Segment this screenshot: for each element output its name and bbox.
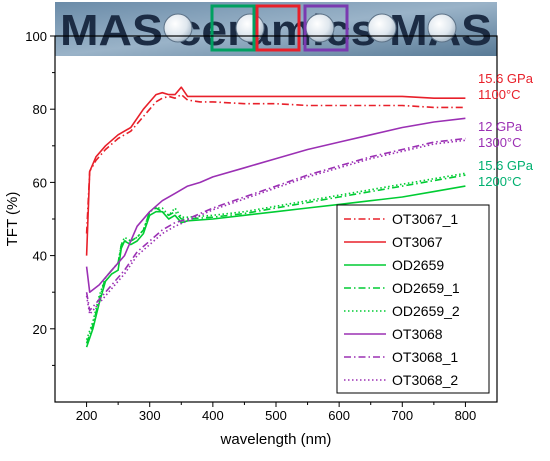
- annotation-temperature: 1100°C: [478, 87, 521, 102]
- x-tick-label: 800: [455, 408, 477, 423]
- x-tick-label: 200: [76, 408, 98, 423]
- x-tick-label: 600: [328, 408, 350, 423]
- x-axis: 200 300 400 500 600 700 800: [76, 402, 477, 423]
- legend-label: OT3068_1: [392, 349, 458, 365]
- y-tick-label: 80: [33, 102, 47, 117]
- series-line-ot3067-1: [85, 93, 466, 234]
- photo-banner: MAS ceramics MAS: [55, 2, 497, 56]
- disc-5: [427, 13, 457, 43]
- series-line-ot3067: [85, 86, 466, 256]
- annotation-pressure: 12 GPa: [478, 119, 523, 134]
- annotation-temperature: 1200°C: [478, 174, 522, 189]
- legend-label: OT3068: [392, 326, 443, 342]
- y-tick-label: 20: [33, 322, 47, 337]
- banner-text: MAS ceramics MAS: [60, 6, 492, 55]
- legend-label: OD2659_2: [392, 303, 460, 319]
- disc-2: [235, 13, 265, 43]
- x-tick-label: 300: [139, 408, 161, 423]
- disc-1: [163, 13, 193, 43]
- legend-label: OD2659: [392, 257, 444, 273]
- y-axis: 20 40 60 80 100: [25, 29, 55, 366]
- highlight-box-2: [255, 4, 301, 52]
- series-line-od2659: [85, 185, 466, 348]
- legend-box: [336, 204, 490, 394]
- x-tick-label: 500: [265, 408, 287, 423]
- annotation-pressure: 15.6 GPa: [478, 158, 534, 173]
- legend-label: OT3067_1: [392, 211, 458, 227]
- disc-4: [367, 13, 397, 43]
- annotation-temperature: 1300°C: [478, 135, 522, 150]
- highlight-boxes: [210, 4, 349, 52]
- legend: OT3067_1 OT3067 OD2659 OD2659_1 OD2659_2 OT30…: [336, 204, 490, 394]
- highlight-box-3: [303, 4, 349, 52]
- banner-background: [55, 2, 497, 56]
- y-axis-label: TFT (%): [4, 192, 21, 247]
- highlight-box-1: [210, 4, 256, 52]
- annotation-pressure: 15.6 GPa: [478, 71, 534, 86]
- x-tick-label: 700: [391, 408, 413, 423]
- series-lines: [85, 86, 466, 348]
- ceramic-discs: [163, 13, 457, 43]
- legend-label: OD2659_1: [392, 280, 460, 296]
- legend-label: OT3068_2: [392, 372, 458, 388]
- legend-label: OT3067: [392, 234, 443, 250]
- x-axis-label: wavelength (nm): [220, 431, 332, 448]
- series-line-od2659-2: [85, 172, 466, 341]
- x-tick-label: 400: [202, 408, 224, 423]
- y-tick-label: 100: [25, 29, 47, 44]
- y-tick-label: 60: [33, 175, 47, 190]
- disc-3: [305, 13, 335, 43]
- y-tick-label: 40: [33, 249, 47, 264]
- series-line-ot3068-1: [85, 137, 466, 312]
- series-line-ot3068: [85, 117, 466, 294]
